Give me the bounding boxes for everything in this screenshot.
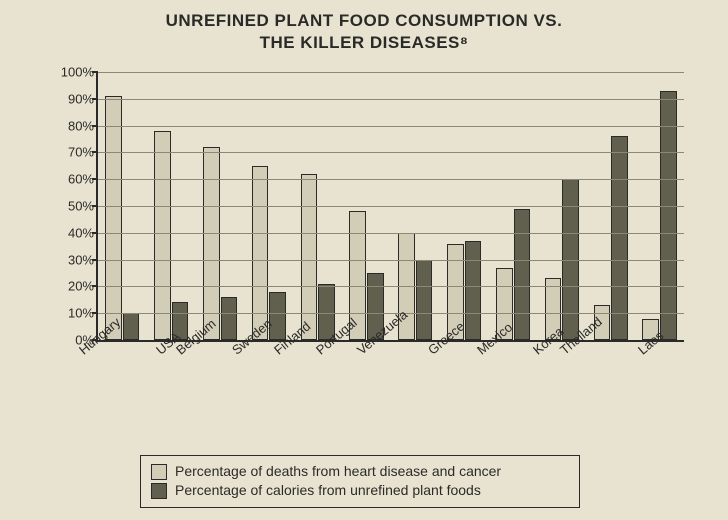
chart-title: UNREFINED PLANT FOOD CONSUMPTION VS. THE… <box>0 0 728 54</box>
y-tick-mark <box>92 98 98 100</box>
bar-plantcal <box>221 297 238 340</box>
chart-container: UNREFINED PLANT FOOD CONSUMPTION VS. THE… <box>0 0 728 520</box>
legend: Percentage of deaths from heart disease … <box>140 455 580 508</box>
legend-swatch-deaths <box>151 464 167 480</box>
y-tick-mark <box>92 285 98 287</box>
y-tick-mark <box>92 205 98 207</box>
title-line-2: THE KILLER DISEASES⁸ <box>0 32 728 54</box>
grid-line <box>98 99 684 100</box>
bar-deaths <box>301 174 318 340</box>
grid-line <box>98 260 684 261</box>
legend-item-deaths: Percentage of deaths from heart disease … <box>151 462 569 482</box>
grid-line <box>98 233 684 234</box>
legend-swatch-plantcal <box>151 483 167 499</box>
bar-plantcal <box>611 136 628 340</box>
bar-deaths <box>203 147 220 340</box>
bar-plantcal <box>514 209 531 340</box>
y-tick-mark <box>92 232 98 234</box>
y-tick-mark <box>92 71 98 73</box>
legend-label-deaths: Percentage of deaths from heart disease … <box>175 462 501 482</box>
bar-deaths <box>154 131 171 340</box>
bar-plantcal <box>465 241 482 340</box>
grid-line <box>98 152 684 153</box>
grid-line <box>98 126 684 127</box>
y-tick-mark <box>92 125 98 127</box>
plot-area: 0%10%20%30%40%50%60%70%80%90%100%Hungary… <box>96 72 684 342</box>
bar-deaths <box>105 96 122 340</box>
grid-line <box>98 286 684 287</box>
y-tick-mark <box>92 151 98 153</box>
y-tick-mark <box>92 312 98 314</box>
legend-item-plantcal: Percentage of calories from unrefined pl… <box>151 481 569 501</box>
bar-plantcal <box>269 292 286 340</box>
bar-plantcal <box>660 91 677 340</box>
title-line-1: UNREFINED PLANT FOOD CONSUMPTION VS. <box>0 10 728 32</box>
legend-label-plantcal: Percentage of calories from unrefined pl… <box>175 481 481 501</box>
grid-line <box>98 206 684 207</box>
y-tick-mark <box>92 259 98 261</box>
bar-plantcal <box>416 260 433 340</box>
grid-line <box>98 72 684 73</box>
y-tick-mark <box>92 178 98 180</box>
bar-plantcal <box>123 313 140 340</box>
grid-line <box>98 179 684 180</box>
chart-area: 0%10%20%30%40%50%60%70%80%90%100%Hungary… <box>34 72 694 402</box>
